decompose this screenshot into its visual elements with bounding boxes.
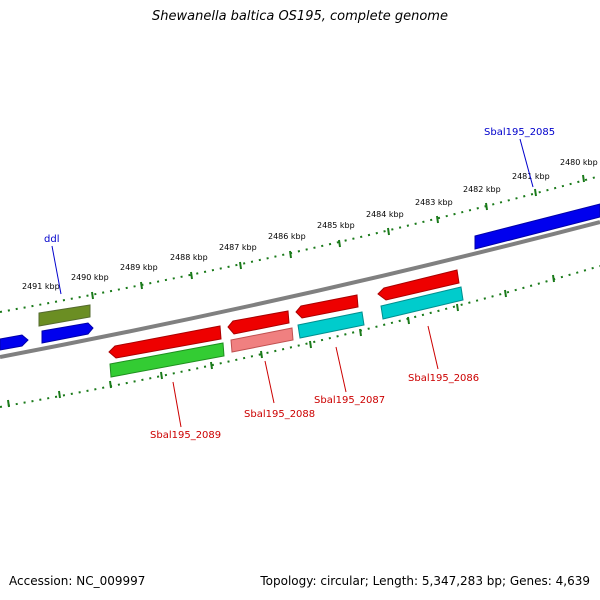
accession-text: Accession: NC_009997 — [9, 574, 146, 588]
gene-label-2089: Sbal195_2089 — [150, 430, 221, 441]
tick-label-2480: 2480 kbp — [560, 158, 598, 167]
tick-label-2488: 2488 kbp — [170, 253, 208, 262]
tick-label-2489: 2489 kbp — [120, 263, 158, 272]
tick-label-2490: 2490 kbp — [71, 273, 109, 282]
outer-scale-line — [0, 175, 600, 313]
gene-blue-left[interactable] — [41, 322, 94, 344]
genome-summary-text: Topology: circular; Length: 5,347,283 bp… — [260, 574, 590, 588]
tick-label-2483: 2483 kbp — [415, 198, 453, 207]
gene-label-2087: Sbal195_2087 — [314, 395, 385, 406]
gene-sbal195-2089[interactable] — [109, 342, 225, 378]
tick-label-2481: 2481 kbp — [512, 172, 550, 181]
leader-ddl — [51, 245, 62, 295]
gene-red-2086[interactable] — [377, 269, 460, 301]
tick-label-2484: 2484 kbp — [366, 210, 404, 219]
map-title: Shewanella baltica OS195, complete genom… — [152, 9, 448, 24]
gene-red-2088[interactable] — [227, 310, 290, 335]
gene-red-2089[interactable] — [108, 325, 222, 359]
leader-2085 — [519, 138, 534, 188]
tick-label-2491: 2491 kbp — [22, 282, 60, 291]
genome-backbone — [0, 220, 600, 359]
gene-sbal195-2086[interactable] — [380, 286, 464, 320]
gene-label-ddl: ddl — [44, 234, 59, 245]
gene-ddl[interactable] — [38, 304, 91, 327]
gene-sbal195-2085[interactable] — [474, 203, 600, 250]
leader-2086 — [427, 325, 439, 370]
gene-label-2086: Sbal195_2086 — [408, 373, 479, 384]
leader-2089 — [172, 381, 182, 428]
gene-sbal195-2087[interactable] — [297, 311, 365, 339]
inner-scale-line — [0, 265, 600, 408]
inner-major-ticks — [7, 274, 555, 408]
outer-major-ticks — [91, 174, 585, 300]
tick-label-2486: 2486 kbp — [268, 232, 306, 241]
gene-label-2088: Sbal195_2088 — [244, 409, 315, 420]
gene-label-2085: Sbal195_2085 — [484, 127, 555, 138]
tick-label-2482: 2482 kbp — [463, 185, 501, 194]
tick-label-2487: 2487 kbp — [219, 243, 257, 252]
gene-blue-edge[interactable] — [0, 334, 29, 351]
tick-label-2485: 2485 kbp — [317, 221, 355, 230]
gene-red-2087[interactable] — [295, 294, 359, 319]
gene-sbal195-2088[interactable] — [230, 327, 294, 353]
leader-2087 — [335, 346, 347, 393]
leader-2088 — [264, 360, 275, 404]
